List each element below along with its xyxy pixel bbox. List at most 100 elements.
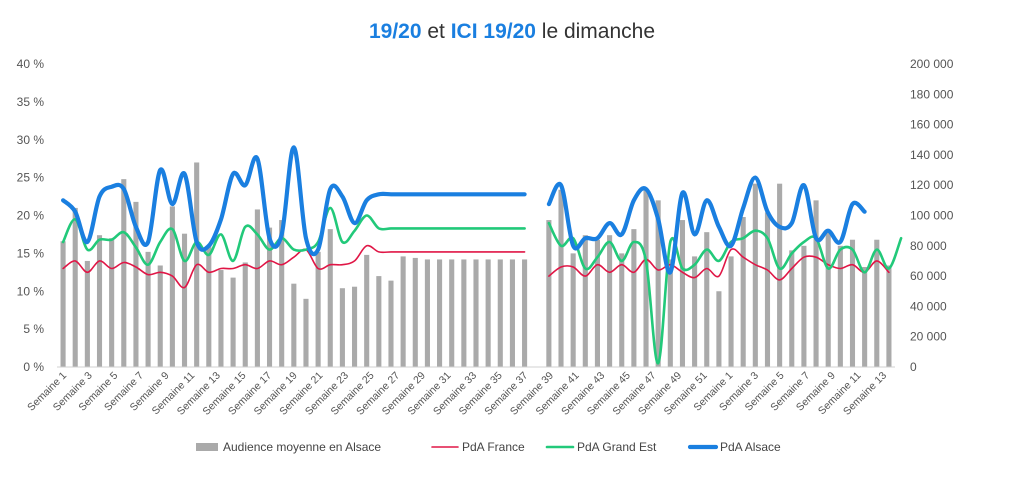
bar [813, 200, 819, 367]
bar [522, 259, 528, 367]
right-axis-tick: 200 000 [910, 57, 954, 71]
bar [121, 179, 127, 367]
bar [862, 267, 868, 367]
legend-item-pda-alsace: PdA Alsace [687, 440, 781, 454]
right-axis-tick: 140 000 [910, 148, 954, 162]
bar [667, 259, 673, 367]
left-axis-tick: 30 % [17, 133, 45, 147]
bar [777, 183, 783, 367]
bar [752, 183, 758, 367]
bar [133, 201, 139, 367]
bar [266, 227, 273, 367]
bar [679, 220, 686, 367]
left-axis-tick: 20 % [17, 209, 45, 223]
bar [169, 206, 175, 367]
bar [242, 262, 248, 367]
bar [570, 253, 576, 367]
bar [643, 189, 649, 367]
bar [619, 253, 625, 367]
right-axis-tick: 120 000 [910, 178, 954, 192]
bar-series [60, 162, 892, 367]
bar [303, 298, 309, 367]
right-axis-tick: 20 000 [910, 330, 947, 344]
left-axis-tick: 5 % [23, 322, 44, 336]
bar [704, 232, 710, 367]
title-part-1: 19/20 [368, 20, 422, 43]
bar [461, 259, 467, 367]
bar [145, 251, 151, 367]
legend-swatch [196, 443, 218, 451]
bar [279, 220, 285, 367]
bar [558, 189, 564, 367]
bar [849, 239, 856, 367]
legend-label: PdA Alsace [720, 440, 781, 454]
right-axis-tick: 40 000 [910, 299, 947, 313]
legend-item-audience-moyenne-en-alsace: Audience moyenne en Alsace [196, 440, 381, 454]
bar [315, 251, 321, 367]
line-series [61, 145, 903, 365]
right-axis-tick: 60 000 [910, 269, 947, 283]
line-pda-france [62, 244, 526, 289]
bar [740, 217, 746, 367]
title-part-2: et [421, 20, 451, 43]
bar [607, 235, 613, 367]
bar [230, 277, 236, 367]
bar [716, 291, 722, 367]
bar [449, 259, 455, 367]
bar [837, 245, 843, 367]
left-axis-tick: 25 % [17, 171, 45, 185]
bar [728, 256, 734, 367]
bar [109, 238, 115, 367]
left-axis-tick: 0 % [23, 360, 44, 374]
bar [412, 257, 418, 367]
bar [96, 235, 103, 367]
bar [364, 254, 370, 367]
bar [546, 220, 552, 367]
bar [473, 259, 479, 367]
legend-label: Audience moyenne en Alsace [223, 440, 381, 454]
bar [874, 239, 880, 367]
line-pda-grand-est [547, 221, 903, 365]
bar [509, 259, 515, 367]
legend-label: PdA Grand Est [577, 440, 657, 454]
bar [631, 229, 637, 367]
legend: Audience moyenne en Alsace PdA France PdA … [196, 440, 781, 454]
line-pda-alsace [546, 175, 867, 275]
right-axis-tick: 160 000 [910, 118, 954, 132]
right-axis-tick: 0 [910, 360, 917, 374]
bar [388, 280, 394, 367]
bar [825, 232, 831, 367]
line-pda-grand-est [61, 206, 526, 266]
bar [400, 256, 406, 367]
bar [764, 212, 771, 367]
bar [582, 235, 588, 367]
bar [692, 256, 698, 367]
chart-title: 19/20 et ICI 19/20 le dimanche [0, 20, 1024, 44]
right-axis-tick: 80 000 [910, 239, 947, 253]
bar [789, 250, 795, 367]
bar [327, 229, 333, 367]
bar [352, 286, 358, 367]
left-axis-ticks: 0 % 5 % 10 % 15 % 20 % 25 % 30 % 35 % 40 % [17, 57, 45, 374]
bar [485, 259, 491, 367]
bar [497, 259, 503, 367]
bar [60, 241, 66, 367]
right-axis-tick: 100 000 [910, 209, 954, 223]
title-part-4: le dimanche [535, 20, 656, 43]
title-part-3: ICI 19/20 [450, 20, 536, 43]
bar [886, 265, 892, 367]
bar [218, 270, 224, 367]
left-axis-tick: 35 % [17, 95, 45, 109]
bar [291, 283, 297, 367]
bar [437, 259, 443, 367]
bar [254, 209, 260, 367]
bar [72, 207, 78, 367]
bar [594, 239, 600, 367]
bar [376, 276, 382, 367]
bar [157, 265, 163, 367]
right-axis-ticks: 0 20 000 40 000 60 000 80 000 100 000 120 000 1… [910, 57, 954, 374]
bar [655, 200, 661, 367]
line-pda-alsace [61, 145, 527, 257]
